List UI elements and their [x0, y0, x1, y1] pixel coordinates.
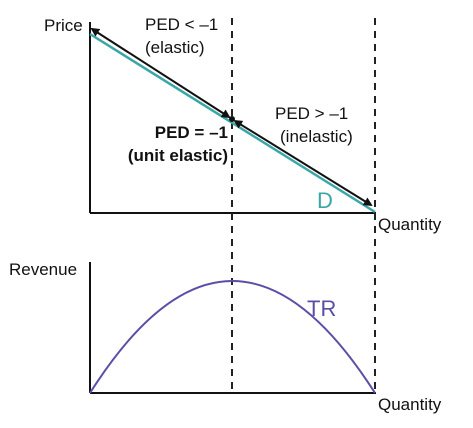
unit-elastic-point	[229, 116, 235, 122]
unit-elastic-label-line2: (unit elastic)	[128, 146, 228, 165]
quantity-axis-label-bottom: Quantity	[378, 395, 442, 414]
total-revenue-curve	[89, 280, 376, 394]
price-axis-label: Price	[44, 16, 83, 35]
inelastic-label-line2: (inelastic)	[280, 127, 353, 146]
inelastic-label-line1: PED > –1	[275, 104, 348, 123]
total-revenue-label: TR	[307, 296, 336, 321]
price-quantity-chart: Price Quantity PED < –1 (elastic) PED = …	[44, 15, 442, 234]
inelastic-range-arrow	[233, 119, 373, 207]
revenue-axis-label: Revenue	[9, 260, 77, 279]
unit-elastic-label-line1: PED = –1	[155, 123, 228, 142]
quantity-axis-label-top: Quantity	[378, 215, 442, 234]
elastic-label-line1: PED < –1	[145, 15, 218, 34]
elastic-label-line2: (elastic)	[145, 38, 205, 57]
elastic-range-arrow	[90, 27, 231, 119]
demand-curve-label: D	[317, 188, 333, 213]
revenue-quantity-chart: Revenue Quantity TR	[9, 213, 442, 414]
